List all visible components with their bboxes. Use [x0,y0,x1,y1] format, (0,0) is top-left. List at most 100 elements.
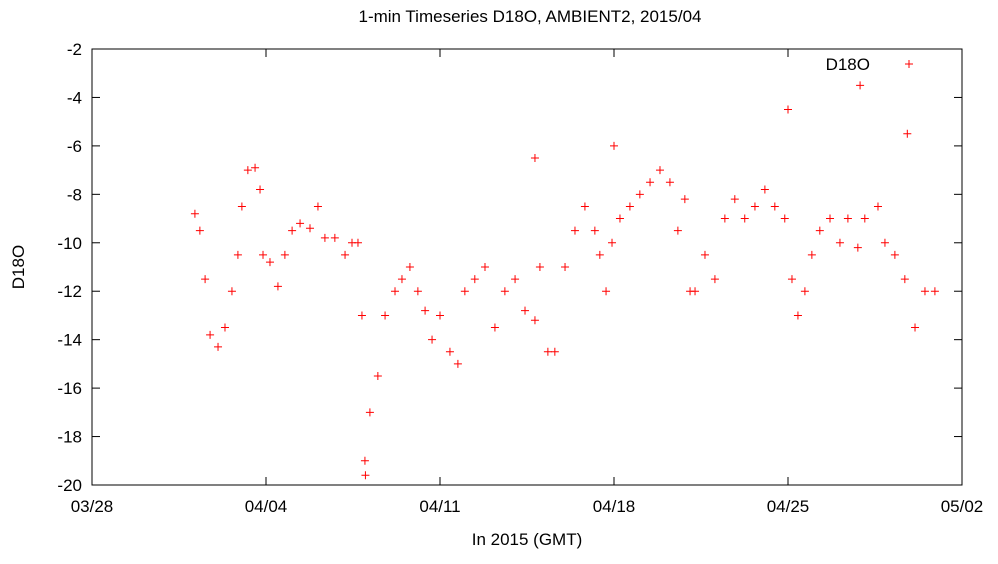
y-tick-label: -12 [57,282,82,301]
point [665,178,674,187]
point [460,287,469,296]
point [480,263,489,271]
point [511,275,520,284]
point [373,372,382,380]
y-axis-label: D18O [9,245,28,289]
point [646,178,655,187]
point [760,185,769,194]
point [873,202,882,211]
y-tick-label: -8 [67,185,82,204]
x-tick-label: 04/04 [245,497,288,516]
point [880,238,889,247]
point [500,287,509,296]
point [920,287,929,296]
plot-frame [91,48,963,486]
point [330,233,339,242]
point [220,323,229,332]
point [608,238,617,247]
y-tick-label: -20 [57,476,82,495]
point [397,275,406,284]
point [195,226,204,235]
y-tick-label: -16 [57,379,82,398]
point [595,250,604,259]
point [561,263,570,271]
x-tick-label: 03/28 [71,497,114,516]
point [780,214,789,223]
point [835,238,844,247]
point [320,233,329,242]
point [635,190,644,199]
point [826,214,835,223]
point [700,250,709,259]
point [530,154,539,162]
point [793,311,802,320]
point [740,214,749,223]
point [190,209,199,218]
point [580,202,589,211]
point [256,185,265,194]
point [201,275,210,284]
x-axis-label: In 2015 (GMT) [472,530,583,549]
point [655,166,664,175]
point [521,306,530,315]
point [365,408,374,417]
point [890,250,899,259]
point [259,250,268,259]
point [428,335,437,344]
y-tick-label: -18 [57,428,82,447]
point [800,287,809,296]
point [673,226,682,235]
point [273,282,282,291]
point [815,226,824,235]
point [288,226,297,235]
point [720,214,729,223]
point [341,250,350,259]
point [770,202,779,211]
point [445,347,454,356]
point [860,214,869,223]
x-tick-label: 05/02 [941,497,984,516]
point [214,342,223,351]
x-tick-label: 04/25 [767,497,810,516]
point [930,287,939,296]
point [490,323,499,332]
point [360,456,369,465]
y-tick-label: -4 [67,88,82,107]
point [610,141,618,150]
point [710,275,719,284]
point [615,214,624,223]
point [570,226,579,235]
point [590,226,599,235]
x-tick-label: 04/18 [593,497,636,516]
point [243,166,252,175]
point [361,471,370,480]
point [296,219,305,228]
point [251,163,260,172]
point [602,287,611,296]
point [853,243,862,252]
point [535,263,544,271]
y-tick-label: -14 [57,331,82,350]
y-tick-label: -10 [57,234,82,253]
y-tick-label: -6 [67,137,82,156]
point [405,263,414,271]
point [237,202,246,211]
point [550,347,559,356]
point [421,306,430,315]
point [436,311,444,320]
point [265,258,274,267]
point [691,287,700,296]
point [233,250,242,259]
x-tick-label: 04/11 [419,497,460,516]
point [530,316,539,325]
point [353,238,362,247]
point [357,311,366,320]
point [280,250,289,259]
point [381,311,390,320]
point [903,129,912,138]
chart-title: 1-min Timeseries D18O, AMBIENT2, 2015/04 [359,7,702,26]
point [543,347,552,356]
point [911,323,920,332]
